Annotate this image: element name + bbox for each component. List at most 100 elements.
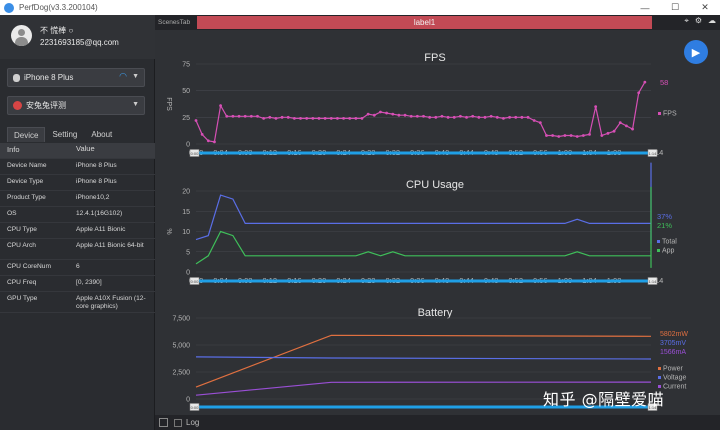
y-tick-label: 25 xyxy=(182,115,190,122)
play-button[interactable]: ▶ xyxy=(684,40,708,64)
info-key: OS xyxy=(7,210,17,217)
range-end-label: 1:14 xyxy=(649,279,658,284)
bottom-bar: Log xyxy=(155,415,720,430)
legend-swatch xyxy=(658,376,661,379)
chart-title: CPU Usage xyxy=(406,179,464,191)
data-point xyxy=(452,115,456,119)
legend-label: Total xyxy=(662,239,677,246)
table-row: Device Name iPhone 8 Plus xyxy=(0,159,155,175)
data-point xyxy=(329,117,333,120)
table-row: CPU CoreNum 6 xyxy=(0,260,155,276)
data-point xyxy=(194,119,198,122)
settings-icon[interactable]: ⚙ xyxy=(694,16,702,25)
legend-swatch xyxy=(658,112,661,115)
chart-title: FPS xyxy=(424,52,445,64)
end-value-label: 5802mW xyxy=(660,331,688,338)
location-icon[interactable]: ⌖ xyxy=(684,16,689,25)
scenes-tab[interactable]: ScenesTab xyxy=(158,19,191,26)
data-point xyxy=(465,115,468,119)
data-point xyxy=(391,112,395,116)
data-point xyxy=(483,115,487,119)
data-point xyxy=(489,114,493,118)
range-start-handle[interactable]: 0:00 xyxy=(189,149,200,157)
range-end-handle[interactable]: 1:14 xyxy=(647,277,658,285)
info-value: Apple A11 Bionic xyxy=(76,226,126,233)
end-value-label: 21% xyxy=(657,221,672,230)
range-start-handle[interactable]: 0:00 xyxy=(189,277,200,285)
device-info-table: Info Value Device Name iPhone 8 Plus Devi… xyxy=(0,143,155,313)
data-point xyxy=(477,115,481,119)
data-point xyxy=(268,115,272,119)
range-end-handle[interactable]: 1:14 xyxy=(647,403,658,411)
data-point xyxy=(243,114,247,118)
scene-label-bar[interactable]: label1 xyxy=(197,16,652,29)
table-row: Product Type iPhone10,2 xyxy=(0,191,155,207)
data-point xyxy=(213,140,216,144)
range-handle-box xyxy=(647,277,658,285)
cloud-icon[interactable]: ☁ xyxy=(708,16,716,25)
range-handle-box xyxy=(189,403,200,411)
header-value: Value xyxy=(76,144,95,153)
y-tick-label: 0 xyxy=(186,142,190,149)
legend-swatch xyxy=(657,240,660,243)
data-point xyxy=(643,80,647,84)
plot-area xyxy=(196,64,651,144)
data-point xyxy=(557,135,561,138)
close-button[interactable]: ✕ xyxy=(701,2,709,12)
data-point xyxy=(422,114,425,118)
range-handle-box xyxy=(647,403,658,411)
series-line-app xyxy=(195,186,652,268)
end-value-label: 1566mA xyxy=(660,349,686,356)
data-point xyxy=(588,133,591,136)
data-point xyxy=(256,114,259,118)
main-panel: ScenesTab label1 ⌖ ⚙ ☁ ▶ FPS0255075FPS0:… xyxy=(155,15,720,415)
app-bug-icon xyxy=(13,101,22,110)
avatar[interactable] xyxy=(11,25,32,46)
chart-title: Battery xyxy=(418,307,453,319)
data-point xyxy=(520,115,524,119)
range-start-handle[interactable]: 0:00 xyxy=(189,403,200,411)
expand-icon[interactable] xyxy=(159,418,168,427)
y-tick-label: 15 xyxy=(182,209,190,216)
data-point xyxy=(612,129,616,133)
table-row: CPU Freq [0, 2390] xyxy=(0,276,155,292)
log-checkbox[interactable] xyxy=(174,418,182,427)
data-point xyxy=(200,133,204,136)
data-point xyxy=(299,117,302,120)
data-point xyxy=(434,115,438,119)
watermark: 知乎 @隔壁爱喵 xyxy=(543,390,665,409)
app-select-label: 安兔兔评测 xyxy=(26,101,66,110)
sidebar-tabs: Device Setting About xyxy=(7,127,119,142)
tab-setting[interactable]: Setting xyxy=(52,130,78,139)
y-tick-label: 20 xyxy=(182,189,190,196)
data-point xyxy=(415,114,419,118)
tab-about[interactable]: About xyxy=(91,130,113,139)
data-point xyxy=(502,117,505,120)
y-tick-label: 50 xyxy=(182,88,190,95)
chevron-down-icon: ▼ xyxy=(132,73,139,80)
time-range-slider xyxy=(194,279,653,283)
app-select[interactable]: 安兔兔评测 ▼ xyxy=(7,96,145,115)
range-end-handle[interactable]: 1:14 xyxy=(647,149,658,157)
y-tick-label: 7,500 xyxy=(172,316,190,323)
legend-label: App xyxy=(662,248,675,255)
device-select[interactable]: iPhone 8 Plus ◠ ▼ xyxy=(7,68,145,87)
minimize-button[interactable]: — xyxy=(640,2,650,13)
series-line-power xyxy=(195,334,652,388)
y-tick-label: 0 xyxy=(186,270,190,277)
toolbar-icons: ⌖ ⚙ ☁ xyxy=(684,16,716,26)
maximize-button[interactable]: ☐ xyxy=(670,2,680,12)
legend-swatch xyxy=(658,367,661,370)
info-key: CPU CoreNum xyxy=(7,263,51,270)
table-row: CPU Arch Apple A11 Bionic 64-bit xyxy=(0,239,155,260)
info-value: iPhone10,2 xyxy=(76,194,110,201)
data-point xyxy=(551,134,555,137)
range-start-label: 0:00 xyxy=(191,279,200,284)
info-value: iPhone 8 Plus xyxy=(76,178,117,185)
charts-area: FPS0255075FPS0:000:040:080:120:160:200:2… xyxy=(165,52,688,411)
window-controls: — ☐ ✕ xyxy=(630,0,720,15)
info-key: Product Type xyxy=(7,194,46,201)
data-point xyxy=(446,115,450,119)
info-value: [0, 2390] xyxy=(76,279,102,286)
tab-device[interactable]: Device xyxy=(7,127,46,142)
